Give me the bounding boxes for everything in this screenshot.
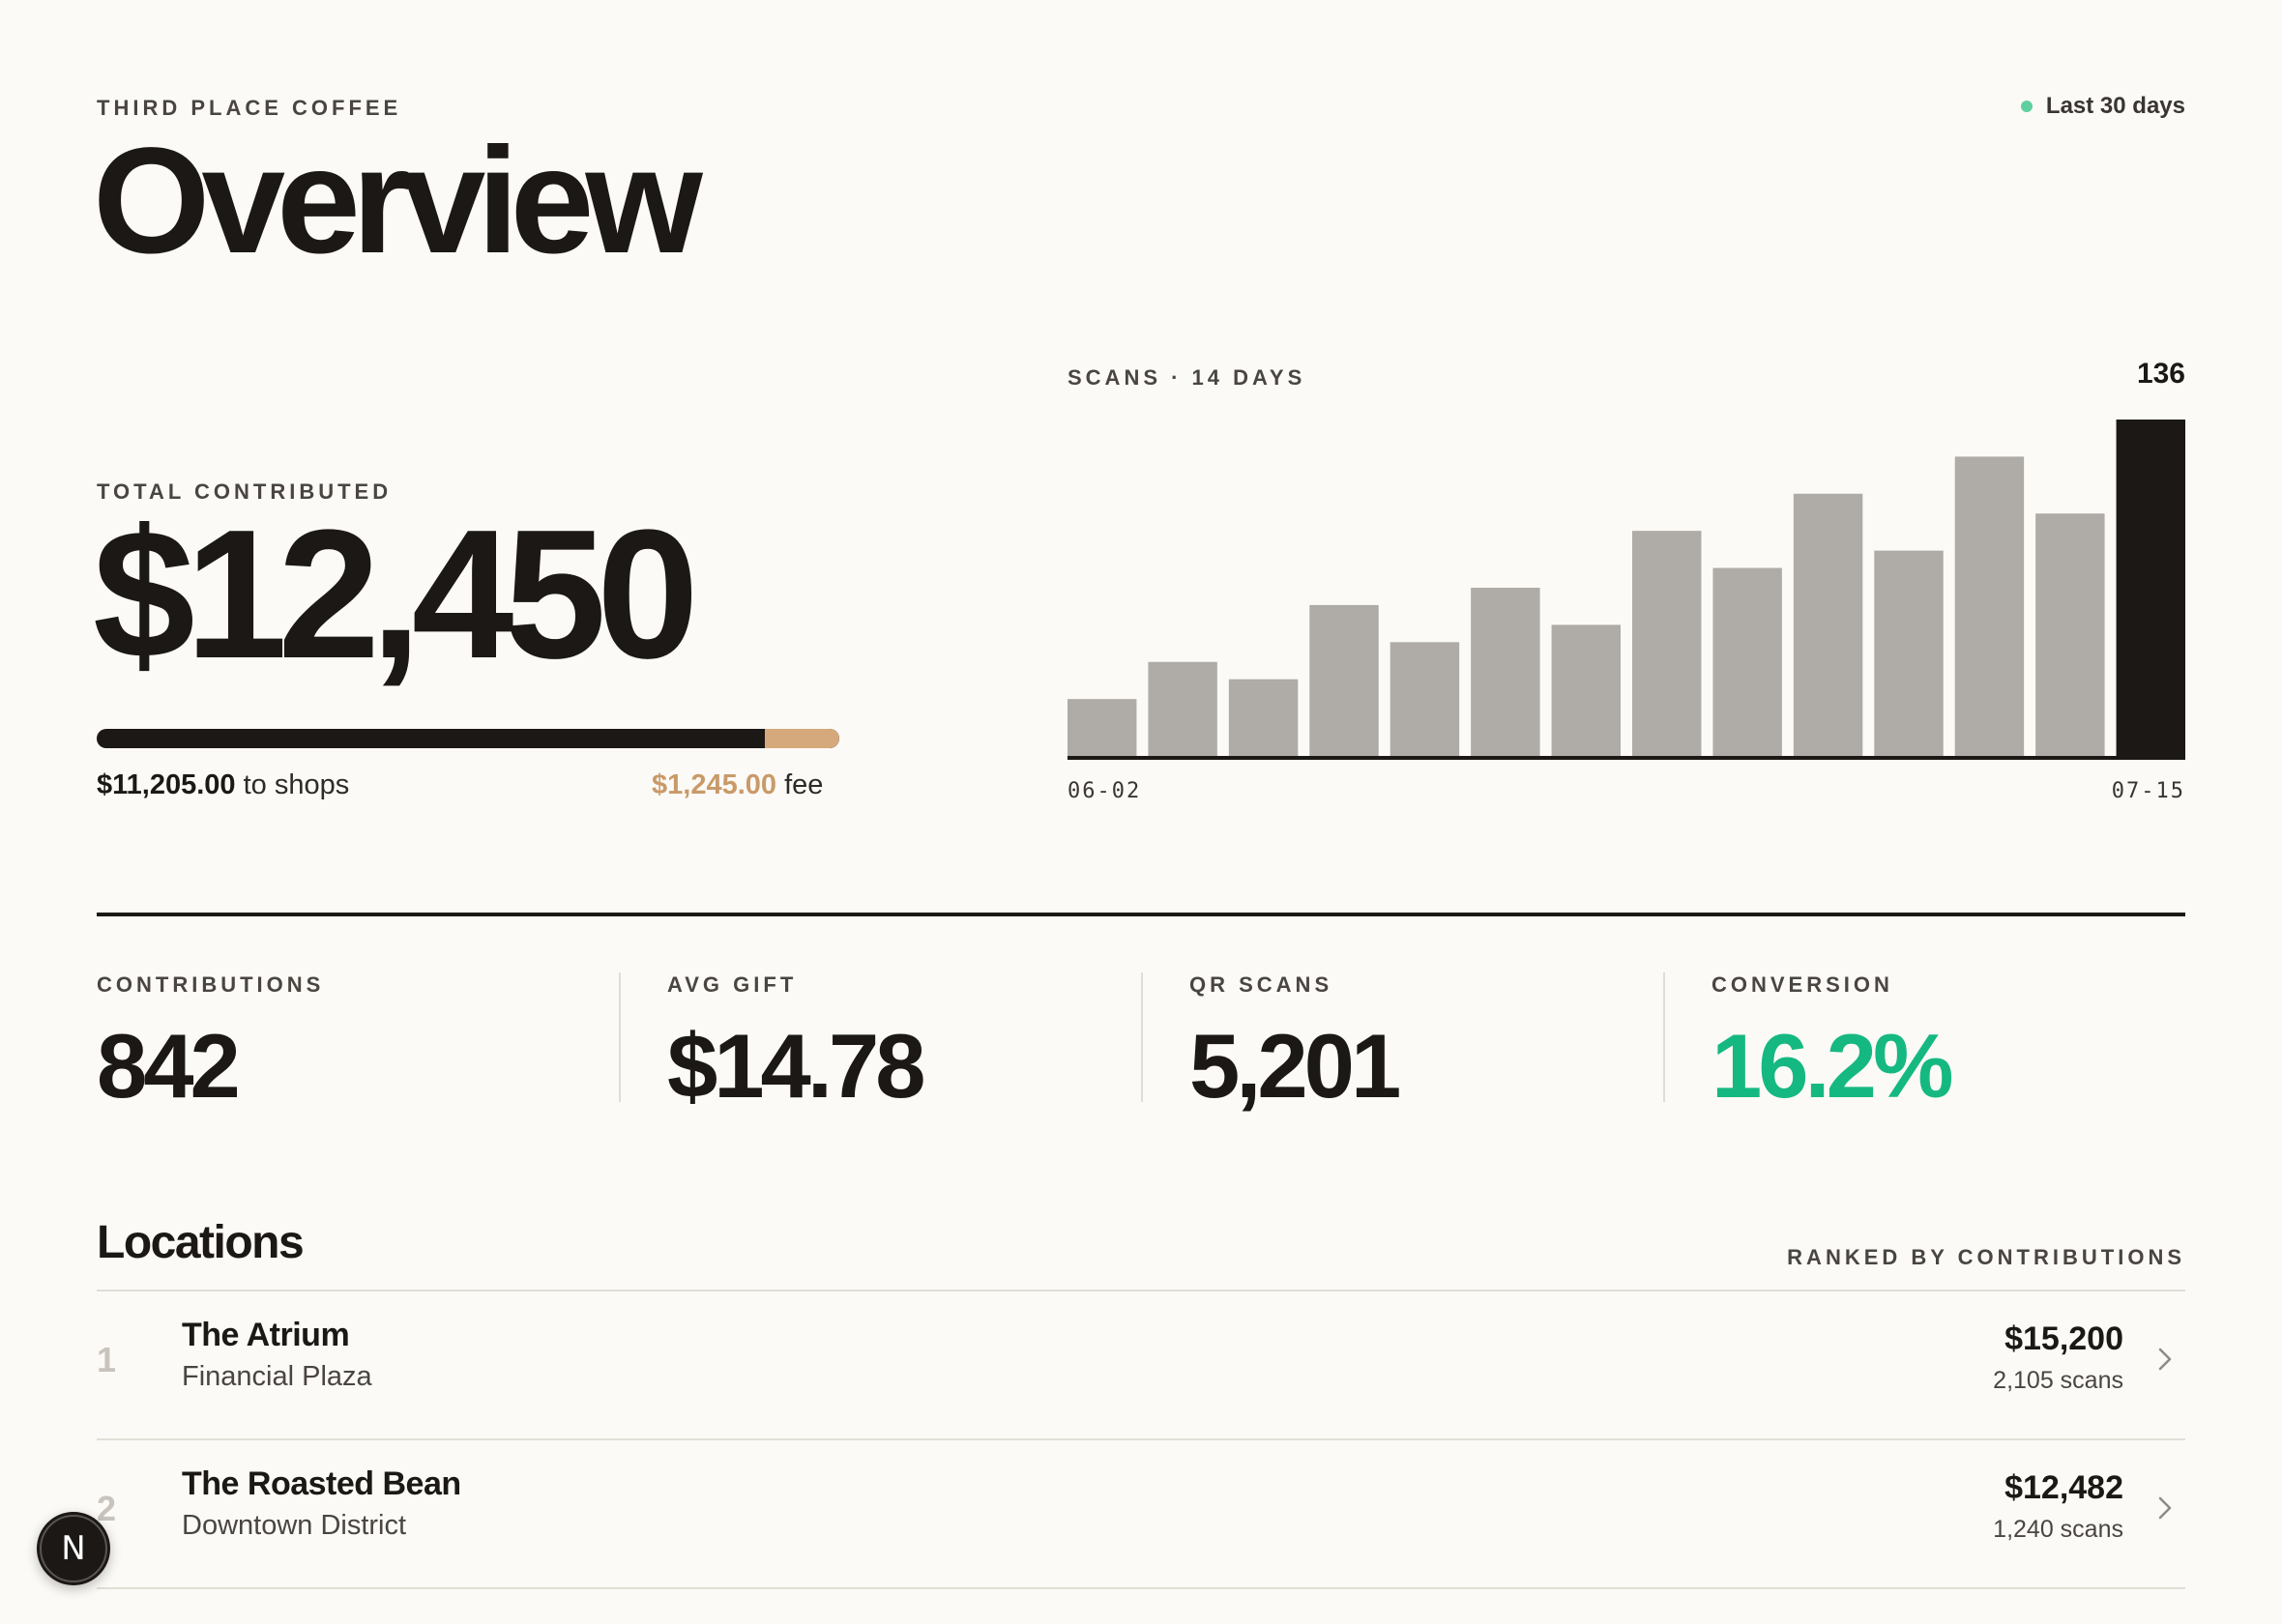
chart-bar [1228,679,1299,756]
stat-contributions: CONTRIBUTIONS 842 [97,972,324,1112]
floating-action-button[interactable]: N [37,1512,110,1585]
list-divider [97,1290,2185,1291]
scans-bar-chart [1068,420,2185,760]
location-name: The Atrium [182,1317,350,1353]
location-scans: 1,240 scans [1993,1516,2123,1543]
split-progress-bar [97,729,839,748]
stat-label: CONVERSION [1712,972,1893,997]
chart-bar [2035,513,2105,756]
stat-value: 842 [97,1015,241,1116]
list-divider [97,1587,2185,1589]
chevron-right-icon [2158,1496,2172,1520]
location-area: Downtown District [182,1510,407,1541]
fab-letter: N [61,1529,86,1568]
chart-bar [1471,588,1540,756]
chart-bar [1551,624,1621,756]
page-title: Overview [93,117,703,285]
chart-bar [1390,642,1460,756]
chart-bar [1874,550,1944,756]
brand-name: THIRD PLACE COFFEE [97,96,402,120]
chart-bar [1793,493,1863,756]
location-row[interactable]: 1 The Atrium Financial Plaza $15,200 2,1… [97,1291,2185,1438]
stat-qr-scans: QR SCANS 5,201 [1189,972,1401,1116]
chevron-right-icon [2158,1348,2172,1371]
stat-conversion: CONVERSION 16.2% [1712,972,1954,1116]
shops-suffix: to shops [243,769,350,800]
shops-amount: $11,205.00 [97,769,236,800]
location-scans: 2,105 scans [1993,1367,2123,1394]
date-range-label: Last 30 days [2045,93,2185,119]
locations-sort-label: RANKED BY CONTRIBUTIONS [1787,1245,2185,1269]
chart-bar [1712,567,1782,756]
location-rank: 2 [97,1489,117,1528]
stat-label: QR SCANS [1189,972,1333,997]
total-contributed-value: $12,450 [93,492,699,697]
chart-start-date: 06-02 [1068,779,1142,803]
list-divider [97,1438,2185,1440]
location-area: Financial Plaza [182,1361,372,1392]
chart-bar-highlight [2116,420,2185,756]
stat-value: $14.78 [667,1015,926,1116]
location-name: The Roasted Bean [182,1465,461,1502]
scans-chart-label: SCANS · 14 DAYS [1068,365,1306,390]
chart-bar [1148,661,1217,756]
chart-end-date: 07-15 [2111,779,2185,803]
stat-value: 5,201 [1189,1015,1401,1116]
total-contributed-label: TOTAL CONTRIBUTED [97,479,393,504]
section-divider [97,913,2185,916]
chart-bar [1632,531,1702,756]
location-row[interactable]: 2 The Roasted Bean Downtown District $12… [97,1440,2185,1587]
stat-value: 16.2% [1712,1015,1954,1116]
fee-amount-line: $1,245.00 fee [652,769,823,801]
location-amount: $15,200 [2004,1320,2123,1357]
chart-bar [1309,604,1379,756]
stat-divider [1141,972,1143,1102]
locations-title: Locations [97,1217,305,1268]
fee-amount: $1,245.00 [652,769,777,800]
chart-bar [1068,699,1137,756]
stat-avg-gift: AVG GIFT $14.78 [667,972,926,1116]
stat-label: AVG GIFT [667,972,798,997]
status-dot-icon [2020,101,2033,112]
date-range-filter[interactable]: Last 30 days [2020,93,2185,120]
stat-label: CONTRIBUTIONS [97,972,325,997]
chart-bar [1954,456,2025,756]
shops-amount-line: $11,205.00 to shops [97,769,349,801]
scans-chart-peak: 136 [2136,358,2185,390]
stat-divider [619,972,621,1102]
location-amount: $12,482 [2004,1469,2123,1506]
chart-baseline [1068,756,2185,760]
location-rank: 1 [97,1340,117,1379]
fee-segment [765,729,839,748]
stat-divider [1663,972,1665,1102]
fee-suffix: fee [784,769,824,800]
